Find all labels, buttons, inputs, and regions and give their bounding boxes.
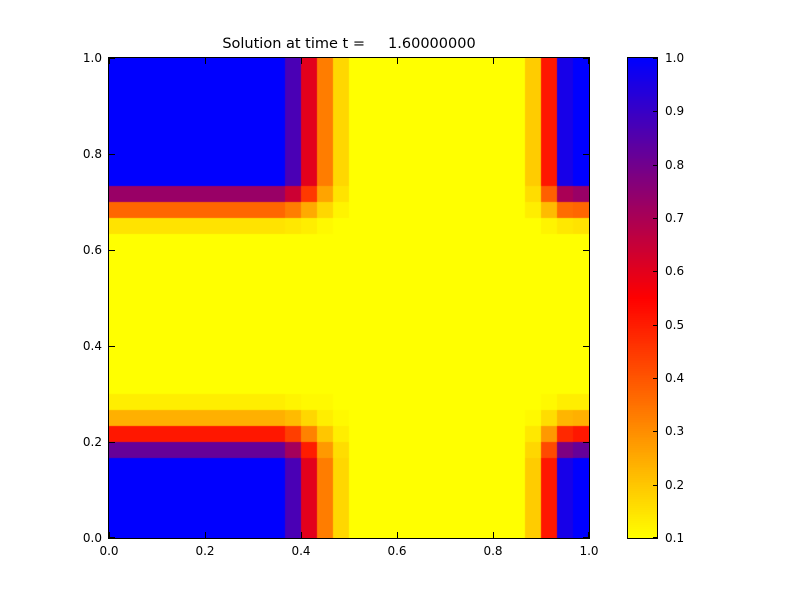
- y-tick-mark-right: [583, 154, 589, 155]
- colorbar-tick-label: 0.5: [665, 317, 685, 332]
- y-tick-mark: [109, 442, 115, 443]
- x-tick-mark-top: [205, 58, 206, 64]
- colorbar-tick-mark: [653, 378, 657, 379]
- plot-title: Solution at time t = 1.60000000: [222, 36, 476, 52]
- x-tick-mark: [109, 532, 110, 538]
- colorbar-tick-label: 0.4: [665, 371, 685, 385]
- x-tick-mark-top: [493, 58, 494, 64]
- y-tick-mark: [109, 154, 115, 155]
- colorbar-tick-mark: [653, 111, 657, 112]
- colorbar-tick-label: 0.6: [665, 264, 685, 279]
- y-tick-mark: [109, 58, 115, 59]
- heatmap-plot-area: [108, 57, 590, 539]
- colorbar-tick-mark: [653, 325, 657, 326]
- x-tick-mark: [588, 532, 589, 538]
- y-tick-mark: [109, 537, 115, 538]
- y-tick-mark: [109, 250, 115, 251]
- x-tick-mark-top: [397, 58, 398, 64]
- colorbar-tick-label: 1.0: [665, 51, 685, 65]
- colorbar-tick-label: 0.3: [665, 424, 685, 439]
- y-tick-label: 0.4: [82, 339, 102, 353]
- y-tick-mark-right: [583, 58, 589, 59]
- x-tick-mark: [205, 532, 206, 538]
- x-tick-mark: [301, 532, 302, 538]
- y-tick-mark-right: [583, 250, 589, 251]
- colorbar-canvas: [628, 58, 657, 538]
- colorbar-tick-mark: [653, 537, 657, 538]
- y-tick-label: 0.2: [82, 435, 102, 449]
- y-tick-label: 1.0: [82, 51, 102, 65]
- colorbar-tick-mark: [653, 218, 657, 219]
- colorbar-tick-mark: [653, 431, 657, 432]
- y-tick-label: 0.6: [82, 243, 102, 257]
- colorbar: [627, 57, 658, 539]
- colorbar-tick-label: 0.1: [665, 531, 685, 545]
- x-tick-mark: [397, 532, 398, 538]
- colorbar-tick-mark: [653, 271, 657, 272]
- x-tick-label: 0.6: [387, 544, 407, 558]
- y-tick-mark: [109, 346, 115, 347]
- colorbar-tick-mark: [653, 58, 657, 59]
- x-tick-label: 0.8: [483, 544, 503, 558]
- y-tick-label: 0.8: [82, 147, 102, 161]
- x-tick-label: 0.2: [195, 544, 215, 558]
- colorbar-tick-label: 0.2: [665, 477, 685, 492]
- x-tick-mark-top: [109, 58, 110, 64]
- y-tick-mark-right: [583, 346, 589, 347]
- colorbar-tick-mark: [653, 165, 657, 166]
- y-tick-mark-right: [583, 442, 589, 443]
- colorbar-tick-label: 0.8: [665, 157, 685, 172]
- x-tick-mark: [493, 532, 494, 538]
- y-tick-label: 0.0: [82, 531, 102, 545]
- x-tick-label: 0.0: [99, 544, 119, 558]
- x-tick-mark-top: [588, 58, 589, 64]
- x-tick-label: 0.4: [291, 544, 311, 558]
- heatmap-canvas: [109, 58, 589, 538]
- colorbar-tick-mark: [653, 485, 657, 486]
- x-tick-label: 1.0: [579, 544, 599, 558]
- y-tick-mark-right: [583, 537, 589, 538]
- x-tick-mark-top: [301, 58, 302, 64]
- colorbar-tick-label: 0.9: [665, 104, 685, 119]
- colorbar-tick-label: 0.7: [665, 211, 685, 225]
